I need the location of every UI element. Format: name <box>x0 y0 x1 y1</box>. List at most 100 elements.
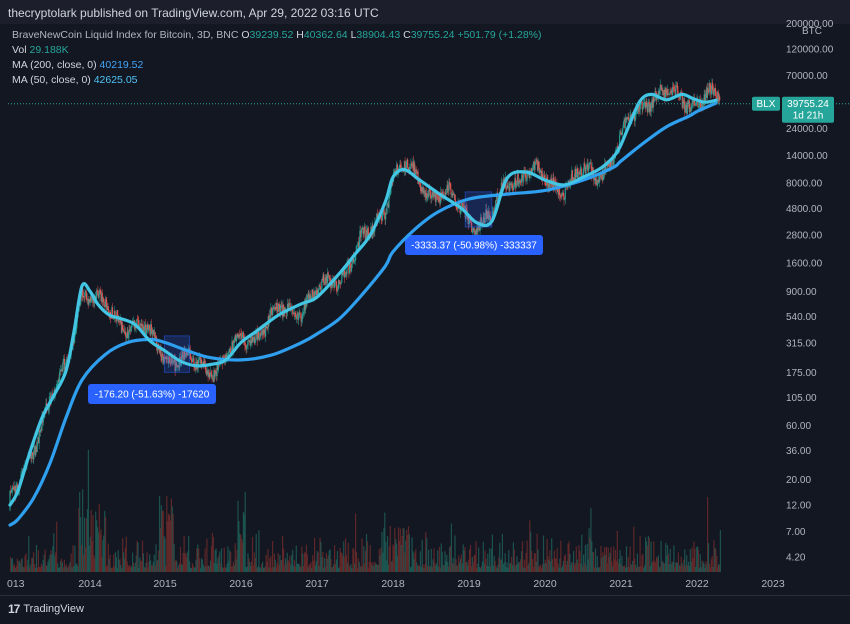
volume-bar <box>121 568 123 572</box>
volume-bar <box>266 562 268 572</box>
volume-bar <box>507 567 509 572</box>
volume-bar <box>229 550 231 572</box>
volume-bar <box>458 555 460 572</box>
volume-bar <box>61 562 63 572</box>
candle <box>452 189 454 199</box>
volume-bar <box>254 558 256 572</box>
candle <box>178 364 180 372</box>
candle <box>682 97 685 109</box>
volume-bar <box>649 566 651 572</box>
volume-bar <box>637 566 639 572</box>
volume-bar <box>394 528 396 572</box>
volume-bar <box>607 547 609 572</box>
volume-bar <box>294 566 296 572</box>
volume-bar <box>677 552 679 572</box>
candle <box>60 369 62 376</box>
candle <box>533 158 535 173</box>
volume-bar <box>314 565 317 572</box>
volume-bar <box>474 555 476 572</box>
candle <box>305 296 307 314</box>
open-value: 39239.52 <box>249 29 294 41</box>
volume-bar <box>260 567 262 572</box>
volume-bar <box>192 565 194 572</box>
volume-bar <box>374 561 376 572</box>
candle <box>63 354 65 373</box>
volume-bar <box>190 568 192 572</box>
volume-bar <box>115 557 117 572</box>
price-tag-countdown: 1d 21h <box>793 111 824 122</box>
volume-bar <box>205 566 207 572</box>
candle <box>646 97 648 107</box>
volume-bar <box>353 549 355 572</box>
time-axis[interactable]: 013 2014 2015 2016 2017 2018 2019 2020 2021 2022 2… <box>7 578 785 590</box>
candle <box>277 302 280 312</box>
volume-bar <box>83 517 86 572</box>
high-value: 40362.64 <box>303 29 348 41</box>
volume-bar <box>184 553 186 572</box>
volume-bar <box>459 562 461 572</box>
volume-bar <box>485 558 487 572</box>
volume-bar <box>181 564 183 572</box>
ma50-row[interactable]: MA (50, close, 0) 42625.05 <box>12 73 542 88</box>
volume-bar <box>672 562 674 572</box>
volume-bar <box>379 555 381 572</box>
volume-bar <box>614 559 616 572</box>
volume-bar <box>552 558 554 572</box>
candle <box>622 121 625 128</box>
ma200-row[interactable]: MA (200, close, 0) 40219.52 <box>12 58 542 73</box>
volume-bar <box>258 530 260 572</box>
candle <box>580 163 582 175</box>
volume-bar <box>701 560 703 572</box>
candle <box>587 158 589 174</box>
volume-bar <box>361 538 363 572</box>
volume-bar <box>29 567 31 572</box>
volume-bar <box>687 565 689 572</box>
volume-row[interactable]: Vol 29.188K <box>12 43 542 58</box>
volume-bar <box>83 554 85 572</box>
candle <box>338 279 340 285</box>
candle <box>688 98 690 117</box>
volume-bars <box>10 449 721 572</box>
candle <box>212 374 214 380</box>
volume-bar <box>302 553 304 572</box>
candle <box>456 208 458 213</box>
volume-bar <box>475 541 477 572</box>
volume-bar <box>452 558 454 572</box>
candle <box>520 172 522 187</box>
candle <box>84 289 87 296</box>
volume-bar <box>536 533 538 572</box>
y-tick-label: 70000.00 <box>786 71 828 82</box>
volume-bar <box>208 565 210 572</box>
candle <box>623 116 625 123</box>
volume-bar <box>386 560 388 572</box>
volume-bar <box>176 561 178 572</box>
volume-bar <box>670 564 672 572</box>
volume-bar <box>345 555 348 572</box>
tradingview-logo[interactable]: 17 TradingView <box>8 602 84 616</box>
volume-bar <box>600 545 602 572</box>
low-value: 38904.43 <box>356 29 401 41</box>
volume-bar <box>169 520 172 572</box>
symbol-row[interactable]: BraveNewCoin Liquid Index for Bitcoin, 3… <box>12 28 542 43</box>
volume-bar <box>539 566 541 572</box>
volume-bar <box>505 567 507 572</box>
volume-bar <box>163 535 165 572</box>
volume-bar <box>635 564 637 572</box>
volume-bar <box>313 560 315 572</box>
volume-bar <box>170 498 172 572</box>
volume-bar <box>424 564 426 572</box>
candle <box>653 100 656 103</box>
volume-bar <box>490 566 492 572</box>
x-tick-label: 2016 <box>229 578 253 590</box>
volume-bar <box>350 564 352 572</box>
volume-bar <box>480 565 483 572</box>
price-axis[interactable]: BTC200000.00120000.0070000.0040000.00240… <box>786 19 834 563</box>
volume-bar <box>519 562 521 572</box>
candle <box>515 172 517 192</box>
volume-bar <box>372 562 374 572</box>
candle <box>426 195 428 203</box>
volume-bar <box>705 561 707 572</box>
volume-bar <box>191 563 193 572</box>
volume-bar <box>318 566 320 572</box>
